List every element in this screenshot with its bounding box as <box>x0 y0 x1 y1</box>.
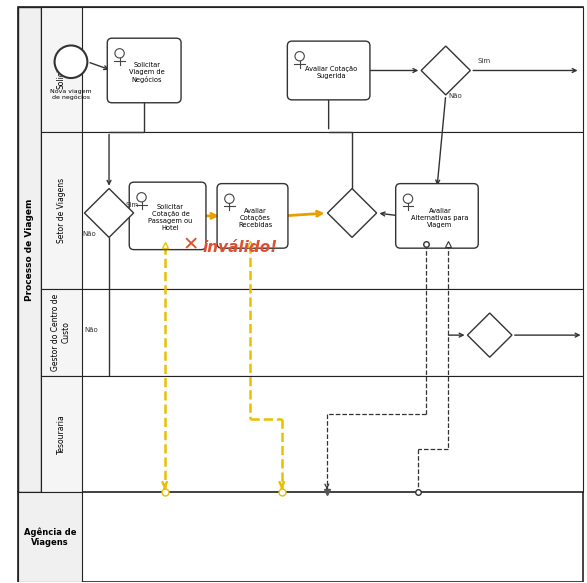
Text: Avaliar
Cotações
Recebidas: Avaliar Cotações Recebidas <box>238 208 272 227</box>
Circle shape <box>55 45 87 78</box>
FancyBboxPatch shape <box>217 184 288 248</box>
Text: inválido!: inválido! <box>203 240 278 255</box>
Text: Tesouraria: Tesouraria <box>56 414 66 454</box>
FancyBboxPatch shape <box>107 38 181 103</box>
Bar <box>41 289 583 376</box>
Bar <box>41 376 82 492</box>
Text: Setor de Viagens: Setor de Viagens <box>56 177 66 243</box>
Text: Solicitar
Cotação de
Passagem ou
Hotel: Solicitar Cotação de Passagem ou Hotel <box>149 204 193 231</box>
Bar <box>18 492 583 582</box>
Bar <box>41 6 82 132</box>
Bar <box>41 289 82 376</box>
Bar <box>18 6 583 492</box>
Text: Não: Não <box>85 327 99 333</box>
Text: Sim: Sim <box>478 58 491 64</box>
Text: Solicitante: Solicitante <box>56 48 66 89</box>
Text: Avaliar
Alternativas para
Viagem: Avaliar Alternativas para Viagem <box>411 208 468 227</box>
Text: Não: Não <box>83 231 97 237</box>
Text: Nova viagem
de negócios: Nova viagem de negócios <box>50 89 92 100</box>
Polygon shape <box>467 313 512 357</box>
Polygon shape <box>421 46 470 95</box>
FancyBboxPatch shape <box>129 182 206 250</box>
Bar <box>41 132 583 289</box>
Bar <box>18 492 82 582</box>
Bar <box>41 132 82 289</box>
Polygon shape <box>85 188 134 237</box>
Text: Gestor do Centro de
Custo: Gestor do Centro de Custo <box>51 294 70 371</box>
Text: Agência de
Viagens: Agência de Viagens <box>23 527 76 547</box>
Text: Processo de Viagem: Processo de Viagem <box>25 198 34 300</box>
Bar <box>41 376 583 492</box>
Bar <box>41 6 583 132</box>
Text: Não: Não <box>448 93 463 99</box>
Text: Solicitar
Viagem de
Negócios: Solicitar Viagem de Negócios <box>129 62 165 83</box>
Bar <box>18 6 41 492</box>
Text: Avaliar Cotação
Sugerida: Avaliar Cotação Sugerida <box>305 66 357 79</box>
Text: Sim: Sim <box>126 202 139 208</box>
FancyBboxPatch shape <box>396 184 478 248</box>
Text: ✕: ✕ <box>183 236 199 254</box>
Polygon shape <box>328 188 377 237</box>
FancyBboxPatch shape <box>288 41 370 100</box>
